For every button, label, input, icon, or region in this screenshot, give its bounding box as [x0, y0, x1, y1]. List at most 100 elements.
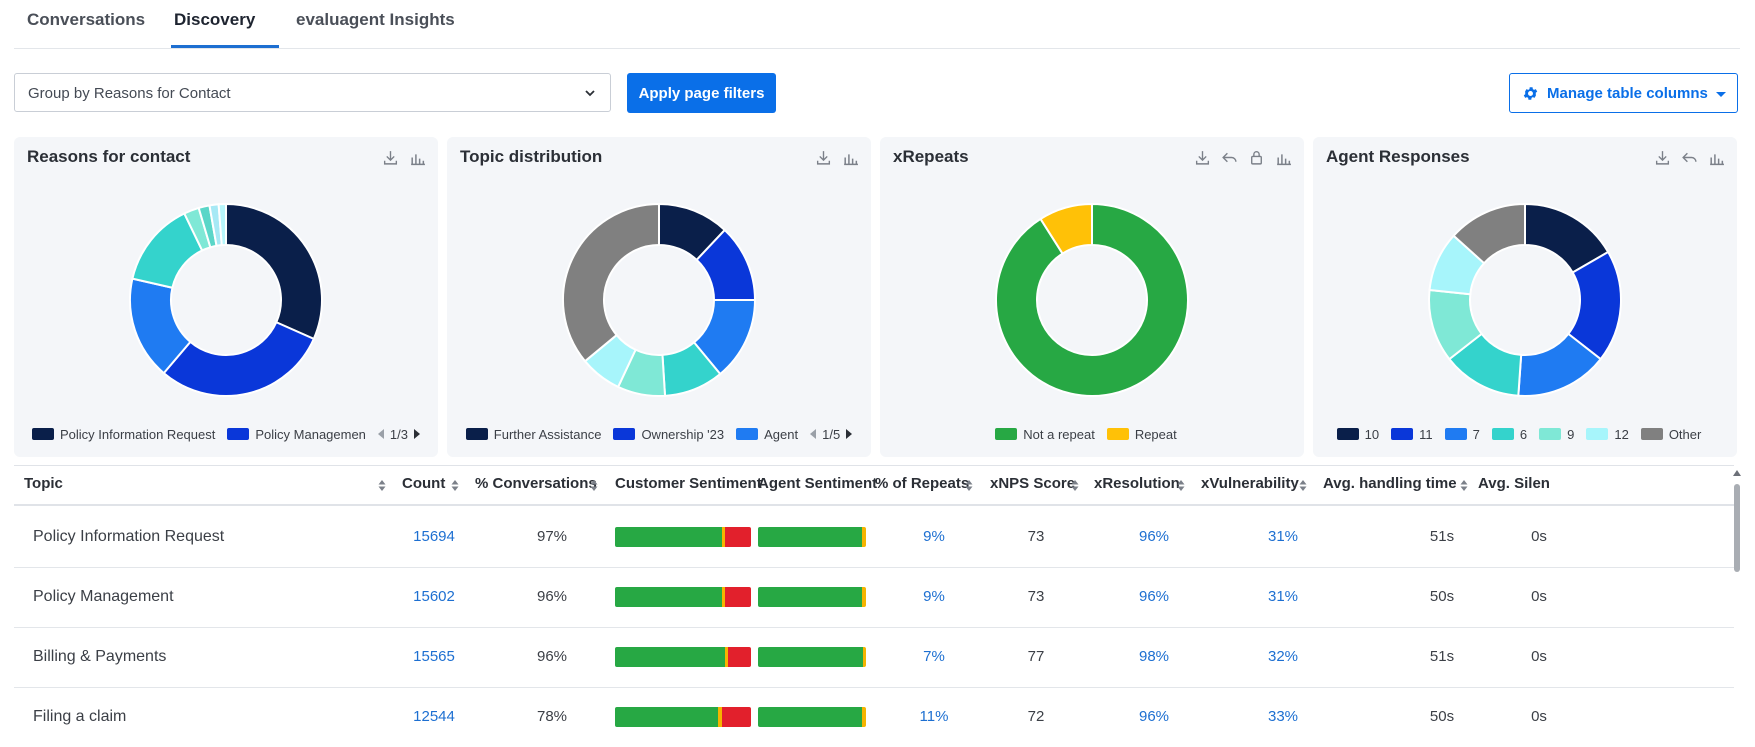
column-header[interactable]: Avg. handling time [1323, 475, 1457, 492]
xresolution-link[interactable]: 96% [1138, 528, 1170, 545]
share-icon[interactable] [1221, 149, 1238, 166]
previous-page-icon[interactable] [377, 429, 384, 439]
sort-icon[interactable] [1071, 479, 1079, 492]
column-header[interactable]: Avg. Silen [1478, 475, 1550, 492]
legend-item[interactable]: Agent [736, 427, 798, 442]
donut-slice[interactable] [162, 320, 316, 397]
xvulnerability-link[interactable]: 33% [1267, 708, 1299, 725]
legend-item[interactable]: Ownership '23 [613, 427, 724, 442]
bar-chart-icon[interactable] [842, 149, 859, 166]
xvulnerability-link[interactable]: 31% [1267, 588, 1299, 605]
apply-page-filters-button[interactable]: Apply page filters [627, 73, 776, 113]
customer-sentiment-bar[interactable] [615, 587, 751, 607]
repeats-link[interactable]: 7% [923, 648, 945, 665]
xvulnerability-link[interactable]: 31% [1267, 528, 1299, 545]
agent-sentiment-bar[interactable] [758, 707, 866, 727]
repeats-link[interactable]: 11% [919, 708, 949, 725]
customer-sentiment-bar[interactable] [615, 647, 751, 667]
tab-conversations[interactable]: Conversations [27, 10, 146, 29]
count-link[interactable]: 15565 [413, 648, 455, 665]
donut-slice[interactable] [995, 202, 1189, 397]
scroll-up-icon[interactable] [1733, 470, 1741, 476]
xnps-cell: 72 [1027, 708, 1045, 725]
lock-icon[interactable] [1248, 149, 1265, 166]
xresolution-link[interactable]: 98% [1138, 648, 1170, 665]
donut-slice[interactable] [562, 202, 660, 363]
donut-slice[interactable] [225, 202, 323, 341]
legend-item[interactable]: Not a repeat [995, 427, 1095, 442]
xresolution-link[interactable]: 96% [1138, 588, 1170, 605]
column-header[interactable]: xResolution [1094, 475, 1180, 492]
legend-item[interactable]: 11 [1391, 427, 1433, 442]
legend-item[interactable]: 7 [1444, 427, 1480, 442]
bar-chart-icon[interactable] [409, 149, 426, 166]
donut-slice[interactable] [217, 202, 227, 247]
agent-sentiment-bar[interactable] [758, 647, 866, 667]
next-page-icon[interactable] [414, 429, 420, 439]
column-header[interactable]: Customer Sentiment [615, 475, 762, 492]
column-header[interactable]: % of Repeats [875, 475, 970, 492]
legend-item[interactable]: 10 [1336, 427, 1379, 442]
table-row[interactable]: Policy Information Request 15694 97% 9% 73 96… [14, 508, 1734, 568]
customer-sentiment-bar[interactable] [615, 707, 751, 727]
legend-item[interactable]: Further Assistance [465, 427, 601, 442]
scrollbar-thumb[interactable] [1734, 484, 1740, 572]
column-header[interactable]: Agent Sentiment [758, 475, 878, 492]
column-header[interactable]: xNPS Score [990, 475, 1076, 492]
sort-icon[interactable] [451, 479, 459, 492]
xvulnerability-link[interactable]: 32% [1267, 648, 1299, 665]
agent-sentiment-bar[interactable] [758, 527, 866, 547]
legend-item[interactable]: 12 [1586, 427, 1629, 442]
legend-swatch [736, 428, 759, 440]
sort-icon[interactable] [1460, 479, 1468, 492]
table-row[interactable]: Policy Management 15602 96% 9% 73 96% 31% 50s 0s [14, 568, 1734, 628]
legend-item[interactable]: Other [1640, 427, 1701, 442]
customer-sentiment-bar[interactable] [615, 527, 751, 547]
previous-page-icon[interactable] [810, 429, 817, 439]
count-link[interactable]: 15694 [413, 528, 455, 545]
repeats-link[interactable]: 9% [923, 588, 945, 605]
column-header[interactable]: xVulnerability [1201, 475, 1299, 492]
table-row[interactable]: Filing a claim 12544 78% 11% 72 96% 33% 50s 0s [14, 688, 1734, 747]
legend-item[interactable]: 6 [1491, 427, 1527, 442]
legend-item[interactable]: Policy Information Request [32, 427, 215, 442]
download-icon[interactable] [382, 149, 399, 166]
tab-evaluagent-insights[interactable]: evaluagent Insights [296, 10, 455, 29]
card-title: Reasons for contact [27, 147, 191, 166]
column-header[interactable]: Count [402, 475, 446, 492]
manage-table-columns-button[interactable]: Manage table columns [1509, 73, 1738, 113]
donut-slice[interactable] [1039, 202, 1093, 255]
active-tab-indicator [171, 45, 279, 48]
sort-icon[interactable] [1299, 479, 1307, 492]
count-link[interactable]: 12544 [413, 708, 455, 725]
legend-item[interactable]: Policy Managemen [227, 427, 366, 442]
count-link[interactable]: 15602 [413, 588, 455, 605]
table-scrollbar[interactable] [1733, 470, 1741, 747]
legend-item[interactable]: 9 [1539, 427, 1574, 442]
tab-discovery[interactable]: Discovery [174, 10, 256, 29]
bar-chart-icon[interactable] [1275, 149, 1292, 166]
xresolution-link[interactable]: 96% [1138, 708, 1170, 725]
avg-handling-time-cell: 50s [1429, 588, 1455, 605]
topic-cell: Policy Management [33, 588, 174, 605]
table-row[interactable]: Billing & Payments 15565 96% 7% 77 98% 32% 51s 0… [14, 628, 1734, 688]
card-actions [382, 149, 426, 166]
next-page-icon[interactable] [846, 429, 853, 439]
neutral-segment [725, 647, 728, 667]
column-header[interactable]: Topic [24, 475, 63, 492]
sort-icon[interactable] [590, 479, 598, 492]
download-icon[interactable] [1654, 149, 1671, 166]
sort-icon[interactable] [965, 479, 973, 492]
agent-sentiment-bar[interactable] [758, 587, 866, 607]
repeats-link[interactable]: 9% [923, 528, 945, 545]
bar-chart-icon[interactable] [1708, 149, 1725, 166]
sort-icon[interactable] [378, 479, 386, 492]
column-header[interactable]: % Conversations [475, 475, 597, 492]
sort-icon[interactable] [1177, 479, 1185, 492]
download-icon[interactable] [1194, 149, 1211, 166]
donut-slice[interactable] [1452, 202, 1526, 265]
legend-item[interactable]: Repeat [1106, 427, 1177, 442]
share-icon[interactable] [1681, 149, 1698, 166]
group-by-select[interactable]: Group by Reasons for Contact [14, 73, 611, 112]
download-icon[interactable] [815, 149, 832, 166]
